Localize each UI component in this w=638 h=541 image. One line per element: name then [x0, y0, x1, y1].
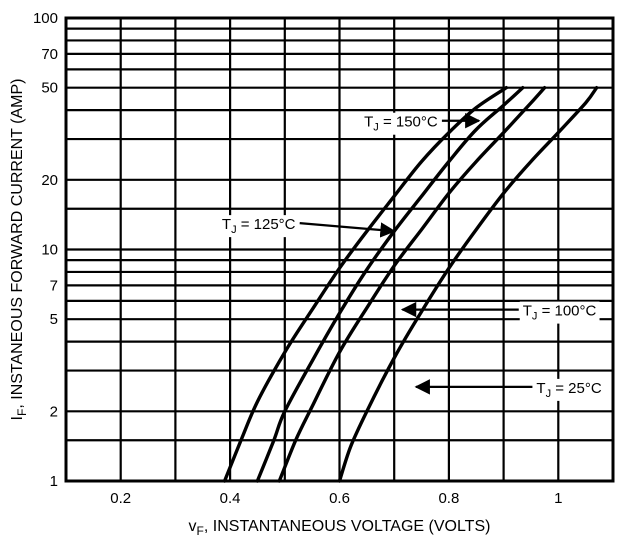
series-label-0: TJ = 150°C: [364, 114, 438, 134]
x-tick-label: 0.4: [220, 490, 241, 507]
x-tick-label: 0.6: [329, 490, 350, 507]
x-axis-title-sub: F: [197, 524, 204, 538]
x-tick-labels: 0.2 0.4 0.6 0.8 1: [110, 490, 562, 507]
series-curve-2: [277, 86, 547, 483]
series-label-1: TJ = 125°C: [222, 216, 296, 236]
y-tick-label: 100: [33, 10, 58, 27]
plot-frame: [64, 16, 615, 483]
y-axis-title: IF, INSTANEOUS FORWARD CURRENT (AMP): [9, 79, 29, 421]
series-label-3: TJ = 25°C: [536, 380, 601, 400]
x-tick-label: 0.2: [110, 490, 131, 507]
y-tick-labels: 1 2 5 7 10 20 50 70 100: [33, 10, 58, 490]
y-axis-title-main: I: [9, 416, 26, 420]
series-curve-3: [337, 86, 599, 483]
y-tick-label: 1: [50, 473, 58, 490]
series-label-background: [218, 215, 299, 238]
y-axis-title-rest: , INSTANEOUS FORWARD CURRENT (AMP): [9, 79, 26, 409]
series-label-arrow: [299, 222, 396, 238]
x-tick-label: 1: [554, 490, 562, 507]
y-tick-label: 50: [41, 80, 58, 97]
y-tick-label: 20: [41, 172, 58, 189]
series-label-background: [519, 301, 600, 324]
x-axis-title-main: v: [189, 518, 197, 535]
grid-lines: [64, 16, 615, 483]
x-axis-title: vF, INSTANTANEOUS VOLTAGE (VOLTS): [189, 518, 491, 538]
x-tick-label: 0.8: [438, 490, 459, 507]
series-label-2: TJ = 100°C: [523, 303, 597, 323]
y-tick-label: 10: [41, 242, 58, 259]
y-tick-label: 7: [50, 277, 58, 294]
annotations: TJ = 150°C TJ = 125°C TJ = 100°C TJ = 25°C: [218, 112, 605, 401]
series-label-background: [533, 378, 605, 401]
x-axis-title-rest: , INSTANTANEOUS VOLTAGE (VOLTS): [204, 518, 491, 535]
y-axis-title-sub: F: [15, 409, 29, 416]
y-tick-label: 5: [50, 311, 58, 328]
series-label-background: [361, 112, 441, 135]
series-curve-0: [222, 86, 508, 483]
y-tick-label: 70: [41, 46, 58, 63]
y-tick-label: 2: [50, 403, 58, 420]
